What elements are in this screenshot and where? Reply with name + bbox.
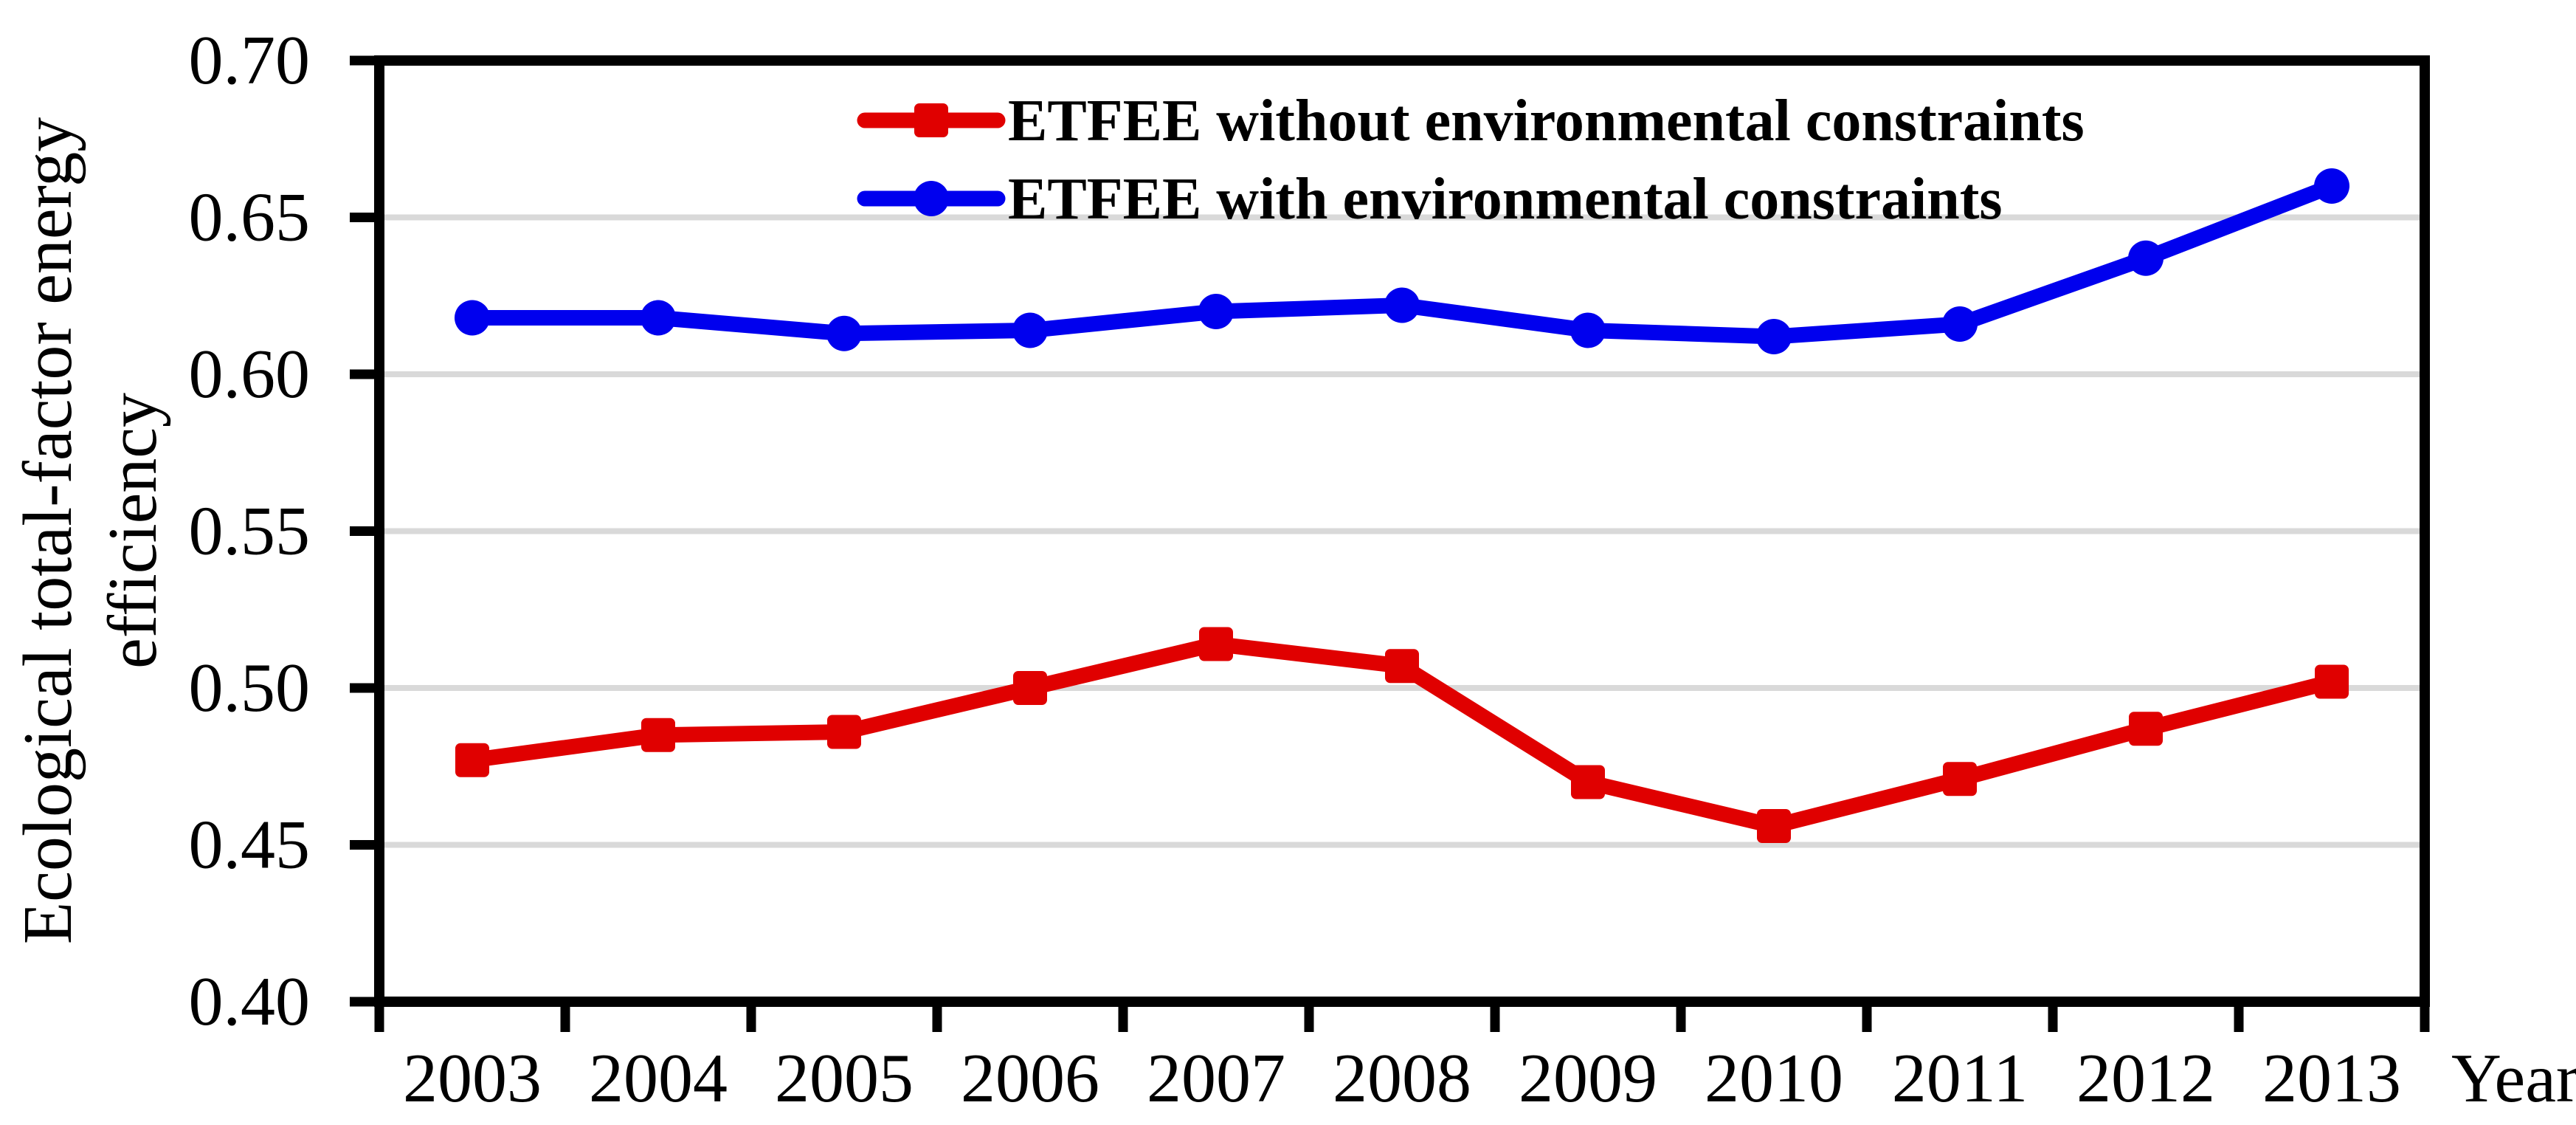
legend-circle-marker-icon xyxy=(914,181,949,216)
x-tick-label: 2005 xyxy=(775,1040,914,1117)
data-point-circle xyxy=(455,300,490,336)
x-tick-label: 2003 xyxy=(403,1040,542,1117)
x-tick-label: 2013 xyxy=(2262,1040,2401,1117)
data-point-square xyxy=(1943,762,1977,797)
x-axis-title: Year xyxy=(2451,1040,2576,1117)
x-tick-label: 2009 xyxy=(1519,1040,1657,1117)
y-tick-label: 0.45 xyxy=(189,807,311,884)
data-point-circle xyxy=(1384,287,1420,323)
x-tick-label: 2010 xyxy=(1705,1040,1843,1117)
legend: ETFEE without environmental constraints … xyxy=(857,89,2085,232)
legend-item-without-constraints: ETFEE without environmental constraints xyxy=(857,89,2085,154)
data-point-circle xyxy=(1198,294,1234,329)
data-point-square xyxy=(455,743,489,777)
x-tick-label: 2006 xyxy=(961,1040,1099,1117)
data-point-circle xyxy=(1012,312,1048,348)
x-tick-label: 2008 xyxy=(1333,1040,1471,1117)
y-axis-title-line1: Ecological total-factor energy xyxy=(10,117,86,945)
data-point-circle xyxy=(640,300,676,336)
legend-label-without-constraints: ETFEE without environmental constraints xyxy=(1008,89,2085,154)
axis-ticks xyxy=(350,55,2430,1032)
axis-tick-labels: 0.40 0.45 0.50 0.55 0.60 0.65 0.70 2003 2004 2005… xyxy=(189,22,2402,1117)
data-point-circle xyxy=(2128,240,2164,276)
data-point-square xyxy=(2129,712,2163,746)
x-tick-label: 2004 xyxy=(589,1040,728,1117)
y-tick-label: 0.65 xyxy=(189,179,311,256)
y-tick-label: 0.60 xyxy=(189,336,311,413)
data-point-circle xyxy=(1942,306,1978,342)
y-tick-label: 0.50 xyxy=(189,650,311,726)
data-point-square xyxy=(1199,627,1233,661)
data-point-square xyxy=(1571,765,1605,799)
legend-square-marker-icon xyxy=(914,103,948,137)
data-point-circle xyxy=(1570,312,1606,348)
data-series xyxy=(455,168,2349,843)
x-tick-label: 2011 xyxy=(1892,1040,2028,1117)
data-point-square xyxy=(827,715,861,749)
y-tick-label: 0.70 xyxy=(189,22,311,99)
data-point-circle xyxy=(2314,168,2349,204)
gridlines xyxy=(379,214,2425,848)
y-axis-title-line2: efficiency xyxy=(94,393,171,669)
legend-label-with-constraints: ETFEE with environmental constraints xyxy=(1008,167,2003,232)
y-tick-label: 0.40 xyxy=(189,963,311,1040)
data-point-square xyxy=(641,718,675,752)
plot-border xyxy=(374,55,2430,1007)
x-tick-label: 2007 xyxy=(1147,1040,1285,1117)
x-tick-label: 2012 xyxy=(2076,1040,2215,1117)
y-tick-label: 0.55 xyxy=(189,493,311,570)
data-point-square xyxy=(2315,664,2349,699)
legend-item-with-constraints: ETFEE with environmental constraints xyxy=(857,167,2003,232)
data-point-square xyxy=(1013,671,1047,705)
data-point-square xyxy=(1385,649,1419,684)
data-point-square xyxy=(1757,809,1791,843)
data-point-circle xyxy=(1756,319,1792,354)
data-point-circle xyxy=(826,315,862,351)
